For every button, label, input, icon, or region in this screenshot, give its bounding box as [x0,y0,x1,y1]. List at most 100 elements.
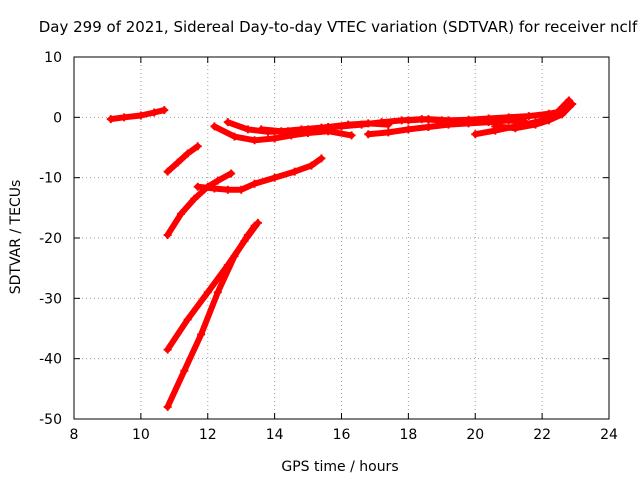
x-tick-label: 24 [600,427,618,443]
data-point [223,185,232,194]
tick-label-layer: 8 10 12 14 16 18 20 22 24 10 0 -10 -20 -30 -40 -50 [39,50,618,443]
data-point [180,366,189,375]
data-point [163,402,172,411]
data-point [558,110,567,119]
data-point [163,167,172,176]
series-arc-2 [163,142,202,176]
data-point [270,173,279,182]
data-point [136,111,145,120]
x-axis-label: GPS time / hours [281,459,398,475]
data-point [404,116,413,125]
data-point [213,288,222,297]
data-point [504,113,513,122]
series-line [164,170,235,238]
data-point [424,115,433,124]
data-point [270,134,279,143]
data-point [568,100,577,109]
data-point [193,142,202,151]
data-point [190,194,199,203]
y-tick-label: -20 [39,231,62,247]
data-point [243,125,252,134]
x-tick-label: 22 [533,427,551,443]
x-tick-label: 18 [399,427,417,443]
x-tick-label: 10 [132,427,150,443]
data-point [297,125,306,134]
data-point [213,176,222,185]
data-point [277,127,286,136]
data-point [160,106,169,115]
x-tick-label: 20 [466,427,484,443]
y-axis-label: SDTVAR / TECUs [8,180,24,295]
data-point [203,288,212,297]
x-tick-label: 14 [266,427,284,443]
data-point [106,115,115,124]
data-point [250,136,259,145]
data-point [120,113,129,122]
series-arc-3 [163,169,236,239]
data-point [290,167,299,176]
data-point [364,130,373,139]
data-point [197,330,206,339]
data-point [424,122,433,131]
data-point [377,118,386,127]
data-point [471,130,480,139]
data-point [173,158,182,167]
y-tick-label: -10 [39,171,62,187]
data-point [404,125,413,134]
series-arc-1 [106,106,169,124]
series-arc-6 [163,221,259,411]
series-arc-4 [193,154,326,194]
data-point [243,230,252,239]
data-point [183,315,192,324]
data-point [317,123,326,132]
axes-layer [73,56,610,420]
data-point [163,345,172,354]
data-point [193,182,202,191]
y-tick-label: -50 [39,412,62,428]
series-arc-10 [364,116,530,139]
chart-title: Day 299 of 2021, Sidereal Day-to-day VTE… [39,18,638,36]
data-point [163,230,172,239]
data-point [210,122,219,131]
data-point [444,116,453,125]
data-point [384,128,393,137]
data-point [511,124,520,133]
series-line [164,143,201,175]
data-point [223,118,232,127]
y-tick-label: 10 [44,50,62,66]
data-point [183,149,192,158]
x-tick-label: 12 [199,427,217,443]
x-tick-label: 16 [333,427,351,443]
series-layer [106,96,577,411]
y-tick-label: -30 [39,291,62,307]
data-point [250,221,259,230]
data-point [230,252,239,261]
data-point [544,116,553,125]
data-point [307,161,316,170]
data-point [464,115,473,124]
data-point [257,125,266,134]
data-point [357,120,366,129]
data-point [347,131,356,140]
data-point [397,116,406,125]
data-point [150,108,159,117]
data-point [531,120,540,129]
data-point [210,184,219,193]
data-point [337,122,346,131]
data-point [230,132,239,141]
data-point [491,122,500,131]
data-point [237,185,246,194]
x-tick-label: 8 [70,427,79,443]
data-point [250,179,259,188]
y-tick-label: -40 [39,352,62,368]
data-point [317,154,326,163]
data-point [484,114,493,123]
data-point [524,112,533,121]
series-line [164,222,258,410]
data-point [227,169,236,178]
data-point [177,209,185,218]
series-arc-13 [491,100,577,133]
y-tick-label: 0 [53,110,62,126]
